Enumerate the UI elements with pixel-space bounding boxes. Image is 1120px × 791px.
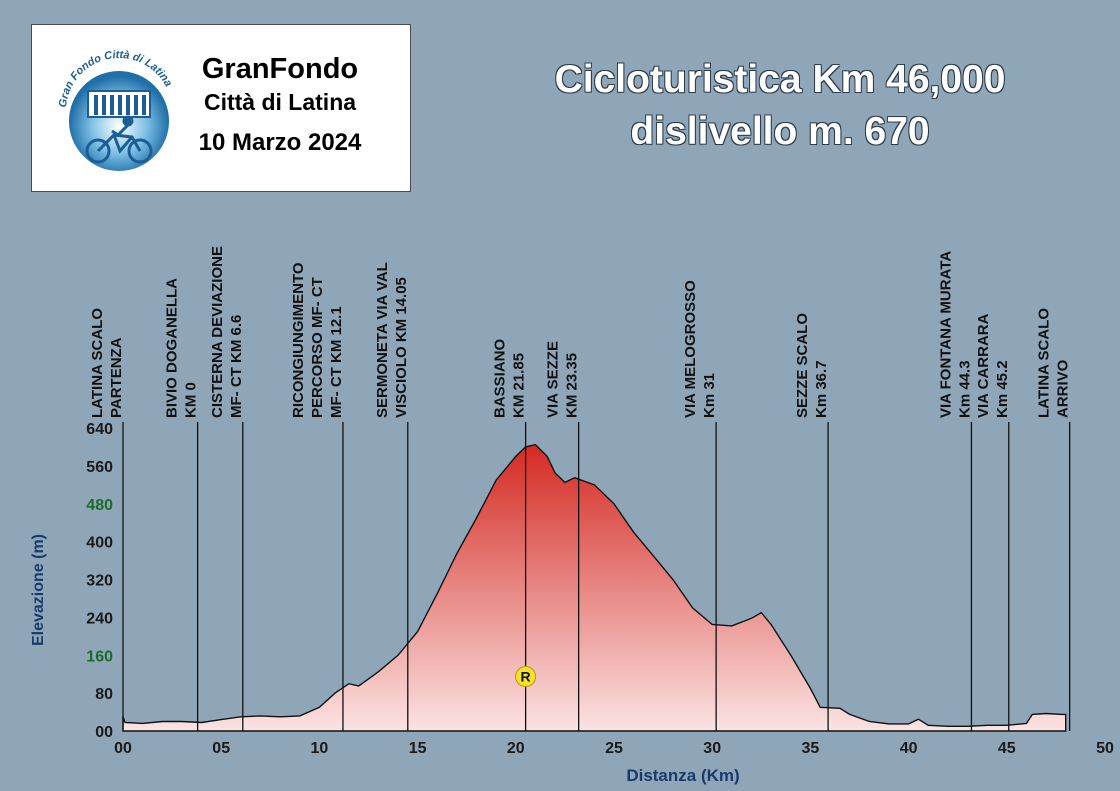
waypoint-label: BASSIANO	[492, 338, 509, 418]
waypoint-label: KM 0	[183, 382, 200, 418]
waypoint-marker: CISTERNA DEVIAZIONE MF- CT KM 6.6	[209, 246, 245, 731]
x-tick-label: 45	[998, 740, 1016, 757]
waypoint-label: MF- CT KM 12.1	[328, 306, 345, 418]
waypoint-label: Km 31	[701, 373, 718, 418]
waypoint-label: CISTERNA DEVIAZIONE	[209, 246, 226, 418]
waypoint-label: MF- CT KM 6.6	[228, 315, 245, 418]
y-axis-label: Elevazione (m)	[30, 534, 47, 646]
waypoint-marker: SERMONETA VIA VAL VISCIOLO KM 14.05	[374, 262, 410, 731]
waypoint-marker: BIVIO DOGANELLA KM 0	[164, 278, 200, 731]
x-tick-label: 50	[1096, 740, 1114, 757]
x-tick-label: 35	[802, 740, 820, 757]
waypoint-label: BIVIO DOGANELLA	[164, 278, 181, 418]
x-tick-label: 20	[507, 740, 525, 757]
x-tick-label: 00	[114, 740, 132, 757]
logo-title: GranFondo	[201, 53, 359, 85]
x-axis-label: Distanza (Km)	[626, 766, 739, 785]
waypoint-label: Km 36.7	[813, 360, 830, 418]
waypoint-label: ARRIVO	[1055, 359, 1072, 418]
waypoint-label: PERCORSO MF- CT	[309, 277, 326, 418]
waypoint-label: PARTENZA	[108, 337, 125, 418]
waypoint-marker: RICONGIUNGIMENTO PERCORSO MF- CT MF- CT KM…	[290, 262, 345, 731]
waypoint-label: RICONGIUNGIMENTO	[290, 262, 307, 418]
y-tick-label: 00	[95, 724, 113, 741]
waypoint-marker: VIA FONTANA MURATA Km 44.3	[937, 251, 973, 731]
waypoint-label: VIA FONTANA MURATA	[937, 251, 954, 418]
y-tick-label: 160	[86, 648, 113, 665]
waypoint-marker: SEZZE SCALO Km 36.7	[794, 313, 830, 731]
waypoint-label: VISCIOLO KM 14.05	[393, 277, 410, 418]
emblem-gate-bars	[94, 95, 146, 115]
x-tick-label: 15	[409, 740, 427, 757]
refreshment-point-icon	[515, 666, 537, 688]
logo-date: 10 Marzo 2024	[198, 129, 362, 156]
x-tick-label: 10	[311, 740, 329, 757]
waypoint-label: SERMONETA VIA VAL	[374, 262, 391, 418]
waypoint-label: VIA SEZZE	[545, 341, 562, 418]
y-tick-label: 480	[86, 497, 113, 514]
waypoint-label: Km 44.3	[956, 360, 973, 418]
cyclist-icon	[85, 115, 153, 164]
waypoint-label: Km 45.2	[994, 360, 1011, 418]
waypoint-label: SEZZE SCALO	[794, 313, 811, 418]
refreshment-point-label: R	[521, 669, 531, 685]
y-tick-label: 560	[86, 459, 113, 476]
waypoint-label: LATINA SCALO	[89, 308, 106, 418]
waypoint-marker: VIA CARRARA Km 45.2	[975, 313, 1011, 731]
waypoint-label: KM 23.35	[564, 353, 581, 418]
waypoint-marker: LATINA SCALO ARRIVO	[1036, 308, 1072, 731]
waypoint-label: VIA CARRARA	[975, 313, 992, 418]
y-tick-label: 80	[95, 686, 113, 703]
x-tick-label: 40	[900, 740, 918, 757]
waypoint-label: VIA MELOGROSSO	[682, 280, 699, 418]
waypoint-marker: VIA MELOGROSSO Km 31	[682, 280, 718, 731]
elevation-profile-area	[122, 443, 1067, 732]
x-tick-label: 05	[212, 740, 230, 757]
route-title: Cicloturistica Km 46,000	[554, 58, 1006, 101]
route-elevation-gain: dislivello m. 670	[630, 110, 930, 153]
granfondo-emblem: Gran Fondo Città di Latina	[57, 49, 174, 171]
logo-box: Gran Fondo Città di Latina GranFondo Cit…	[31, 24, 411, 192]
x-tick-label: 25	[605, 740, 623, 757]
waypoint-label: LATINA SCALO	[1036, 308, 1053, 418]
y-tick-label: 400	[86, 535, 113, 552]
logo-city: Città di Latina	[203, 89, 357, 115]
waypoint-label: KM 21.85	[511, 353, 528, 418]
waypoint-marker: LATINA SCALO PARTENZA	[89, 308, 125, 731]
x-tick-label: 30	[703, 740, 721, 757]
y-tick-label: 640	[86, 421, 113, 438]
waypoint-marker: BASSIANO KM 21.85	[492, 338, 528, 731]
waypoint-marker: VIA SEZZE KM 23.35	[545, 341, 581, 731]
y-tick-label: 320	[86, 573, 113, 590]
y-tick-label: 240	[86, 610, 113, 627]
